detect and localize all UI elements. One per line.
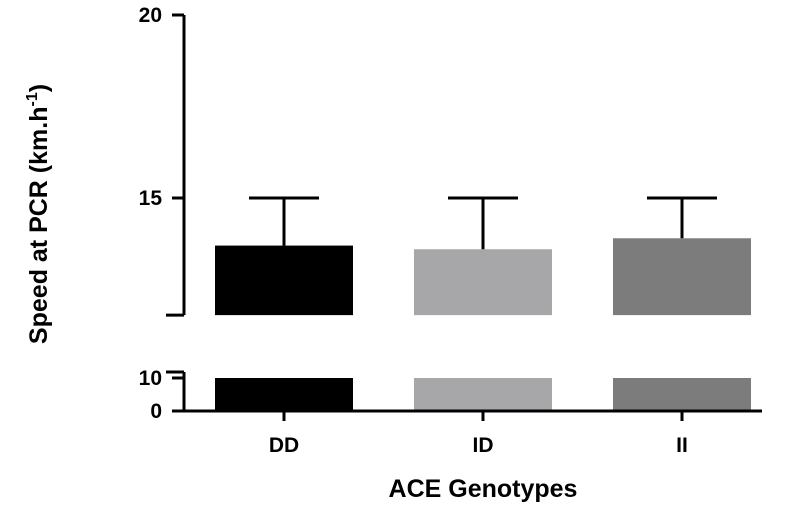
y-tick-label: 10 [139,367,162,390]
y-tick-label: 0 [150,400,162,423]
x-tick-label: DD [269,434,299,457]
bar-lower-ii [613,378,751,411]
x-tick-label: ID [473,434,494,457]
error-bars-group [249,196,717,250]
y-axis: 15 20 0 10 [139,4,186,423]
y-axis-title: Speed at PCR (km.h-1) [24,84,53,344]
y-tick-label: 20 [139,4,162,27]
bar-lower-dd [215,378,353,411]
y-tick-label: 15 [139,187,163,210]
bar-upper-id [414,249,552,316]
x-axis-title: ACE Genotypes [389,475,578,503]
x-axis: DD ID II [184,409,762,457]
x-tick-label: II [676,434,688,457]
bar-upper-dd [215,245,353,316]
bar-upper-ii [613,238,751,316]
bars-group [215,238,751,411]
bar-lower-id [414,378,552,411]
